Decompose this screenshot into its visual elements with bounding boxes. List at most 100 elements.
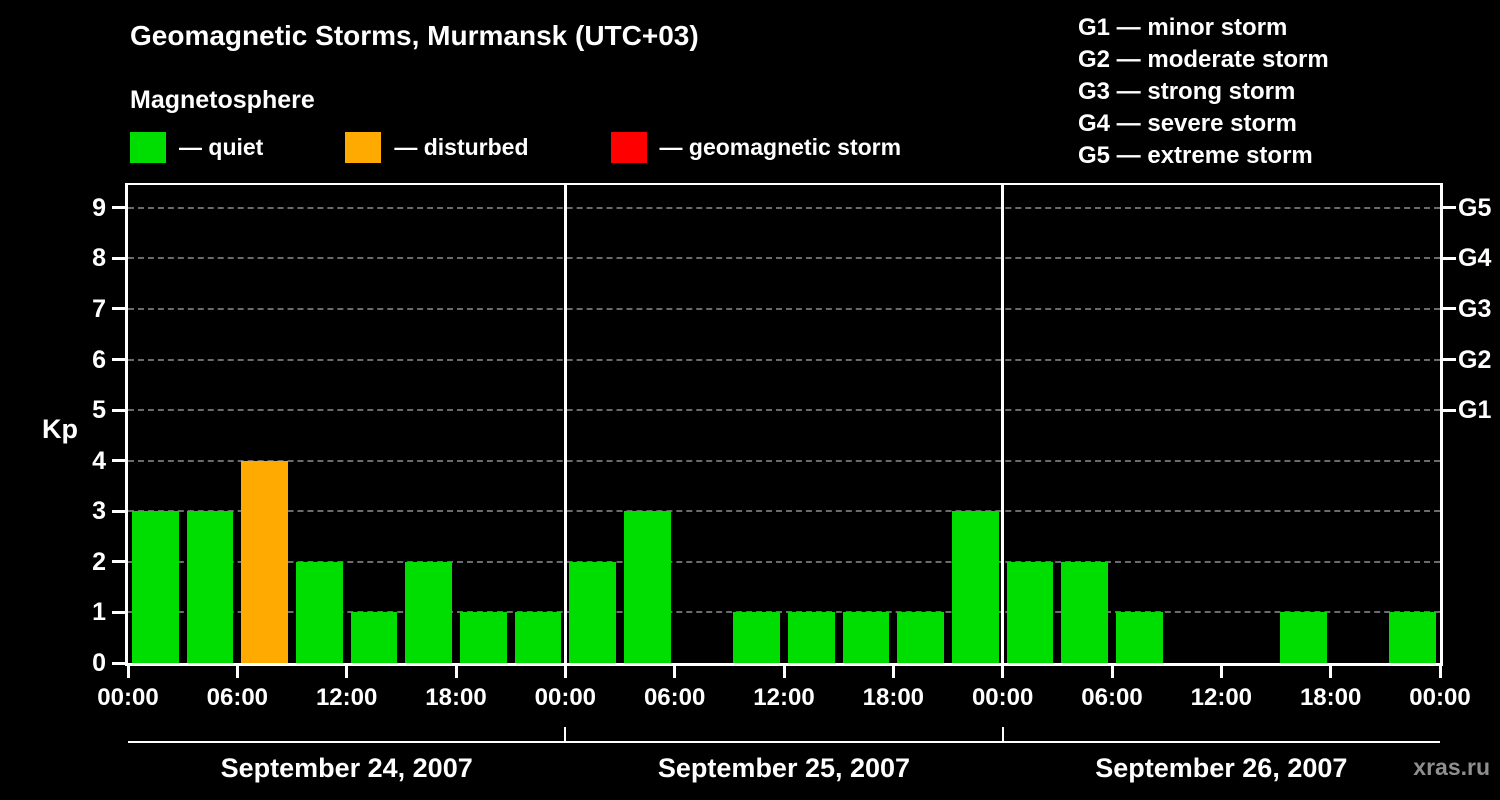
x-tick <box>235 666 239 678</box>
legend-label-storm: — geomagnetic storm <box>659 134 902 160</box>
date-axis: September 24, 2007 September 25, 2007 Sept… <box>128 727 1440 799</box>
x-tick <box>782 666 786 678</box>
date-label: September 26, 2007 <box>1095 753 1348 783</box>
kp-bar <box>132 511 179 663</box>
y-tick <box>112 358 125 361</box>
y-tick-label: 5 <box>92 396 106 425</box>
x-tick <box>126 666 130 678</box>
gridline-kp-6 <box>128 358 1440 361</box>
chart-subtitle: Magnetosphere <box>130 86 315 114</box>
y-tick-label: 9 <box>92 193 106 222</box>
y-tick-label: 7 <box>92 294 106 323</box>
g-scale-tick-label: G5 <box>1458 193 1492 222</box>
y-tick <box>112 560 125 564</box>
y-tick <box>112 256 125 260</box>
storm-scale-item: G2 — moderate storm <box>1078 46 1329 73</box>
kp-bar <box>514 612 562 663</box>
kp-bar <box>1006 561 1054 663</box>
y-tick <box>112 610 125 614</box>
x-tick <box>1001 666 1005 678</box>
legend-item-storm: — geomagnetic storm <box>610 132 902 163</box>
storm-scale-item: G3 — strong storm <box>1078 78 1296 105</box>
x-tick-label: 00:00 <box>971 684 1034 711</box>
kp-bar <box>733 612 780 663</box>
x-tick <box>1110 666 1114 678</box>
kp-bar <box>897 612 944 663</box>
legend-label-quiet: — quiet <box>179 134 264 160</box>
y-tick <box>112 307 125 311</box>
gridline-kp-5 <box>128 409 1440 412</box>
kp-bar <box>241 460 288 663</box>
x-tick-label: 00:00 <box>1409 684 1471 711</box>
y-tick <box>112 459 125 463</box>
x-tick-label: 06:00 <box>1081 684 1143 711</box>
date-label: September 25, 2007 <box>657 753 911 783</box>
x-tick <box>673 666 677 678</box>
right-tick <box>1443 256 1456 260</box>
kp-bar <box>842 612 890 663</box>
x-tick <box>891 666 895 678</box>
kp-bar <box>1389 612 1436 663</box>
y-tick <box>112 509 125 513</box>
y-tick-label: 3 <box>92 497 106 526</box>
gridline-kp-4 <box>128 459 1440 462</box>
x-tick-label: 06:00 <box>643 684 706 711</box>
gridline-kp-3 <box>128 510 1440 513</box>
y-tick-label: 0 <box>92 649 106 677</box>
kp-bar <box>1061 561 1108 663</box>
kp-bar <box>296 561 343 663</box>
quiet-color-swatch <box>130 132 166 163</box>
x-tick <box>345 666 349 678</box>
storm-scale-item: G5 — extreme storm <box>1078 142 1313 169</box>
gridline-kp-1 <box>128 611 1440 614</box>
day-separator <box>1001 185 1005 663</box>
day-separator <box>563 185 567 663</box>
y-tick-label: 6 <box>92 345 106 374</box>
kp-bar <box>1280 612 1327 663</box>
x-tick-label: 00:00 <box>534 684 597 711</box>
kp-bar <box>460 612 507 663</box>
gridline-kp-2 <box>128 560 1440 563</box>
date-axis-line <box>128 741 1440 743</box>
right-tick <box>1443 206 1456 210</box>
x-tick <box>1329 666 1333 678</box>
x-tick-label: 06:00 <box>206 684 269 711</box>
x-tick-label: 18:00 <box>862 684 925 711</box>
watermark: xras.ru <box>1413 754 1490 780</box>
x-tick-label: 12:00 <box>315 684 378 711</box>
x-tick-label: 12:00 <box>1190 684 1253 711</box>
date-axis-tick <box>1001 727 1004 743</box>
g-scale-tick-label: G1 <box>1458 396 1492 425</box>
x-tick-label: 18:00 <box>425 684 487 711</box>
x-tick-label: 18:00 <box>1299 684 1362 711</box>
storm-scale-item: G1 — minor storm <box>1078 14 1288 41</box>
kp-bar <box>1116 612 1163 663</box>
right-tick <box>1443 408 1456 412</box>
x-tick <box>1219 666 1223 678</box>
y-tick <box>112 206 125 210</box>
x-tick <box>1438 666 1442 678</box>
kp-status-legend: — quiet — disturbed — geomagnetic storm <box>130 132 901 163</box>
legend-item-disturbed: — disturbed <box>345 132 529 163</box>
gridline-kp-8 <box>128 257 1440 260</box>
kp-bar <box>788 612 835 663</box>
y-tick-label: 1 <box>92 598 106 627</box>
g-scale-tick-label: G4 <box>1458 244 1492 273</box>
storm-scale-legend: G1 — minor storm G2 — moderate storm G3 — … <box>1078 12 1329 172</box>
date-axis-tick <box>564 727 567 743</box>
g-scale-tick-label: G2 <box>1458 345 1492 374</box>
g-scale-tick-label: G3 <box>1458 294 1492 323</box>
x-tick-label: 12:00 <box>753 684 815 711</box>
x-tick <box>563 666 567 678</box>
y-axis-label: Kp <box>42 414 78 444</box>
kp-bar-chart: 0 1 2 3 4 5 6 7 8 9 G1 G2 G3 G4 G5 00:00 06:00 12:00 18:00… <box>92 183 1491 711</box>
storm-scale-item: G4 — severe storm <box>1078 110 1297 137</box>
kp-bar <box>569 561 616 663</box>
y-tick-label: 4 <box>92 446 106 475</box>
x-tick <box>454 666 458 678</box>
gridline-kp-7 <box>128 307 1440 310</box>
x-tick-label: 00:00 <box>97 684 159 711</box>
storm-color-swatch <box>610 132 647 163</box>
y-tick-label: 8 <box>92 244 106 273</box>
gridline-kp-9 <box>128 206 1440 209</box>
